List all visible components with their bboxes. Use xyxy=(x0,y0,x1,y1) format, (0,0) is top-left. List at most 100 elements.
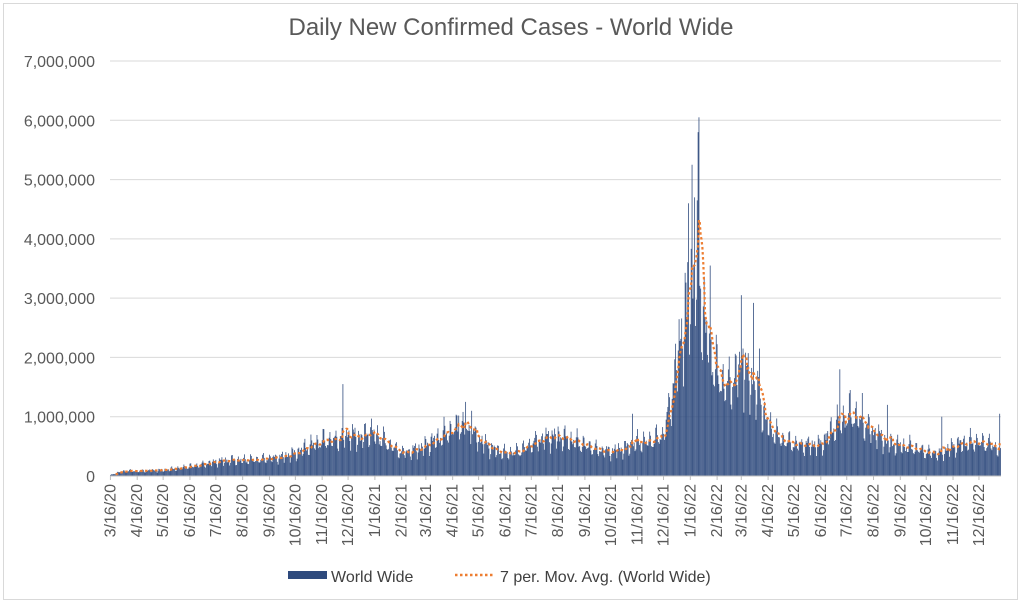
bar xyxy=(566,436,568,476)
bar xyxy=(695,325,696,476)
bar xyxy=(975,433,977,476)
bar xyxy=(310,434,312,476)
bar xyxy=(501,459,503,476)
bar xyxy=(611,453,613,476)
bar xyxy=(243,457,244,476)
bar xyxy=(608,447,610,476)
bar xyxy=(569,437,571,476)
bar xyxy=(705,332,707,476)
bar xyxy=(920,450,922,476)
bar xyxy=(447,440,448,476)
bar xyxy=(581,451,582,476)
bar xyxy=(965,446,967,476)
bar xyxy=(651,446,652,476)
bar xyxy=(263,457,265,476)
bar xyxy=(770,412,772,476)
bar xyxy=(403,455,405,476)
bar xyxy=(620,447,622,476)
bar xyxy=(562,451,563,476)
bar xyxy=(538,442,540,476)
bar xyxy=(247,463,249,476)
bar xyxy=(503,448,505,476)
bar xyxy=(412,445,414,476)
bar xyxy=(944,447,946,476)
bar xyxy=(946,449,948,476)
bar xyxy=(511,455,513,476)
bar xyxy=(549,453,551,476)
bar xyxy=(498,445,499,476)
bar xyxy=(824,433,826,476)
bar xyxy=(784,446,786,476)
bar xyxy=(666,411,668,476)
bar xyxy=(377,425,378,476)
bar xyxy=(959,440,961,476)
bar xyxy=(124,471,126,476)
bar xyxy=(537,451,539,476)
bar xyxy=(123,470,124,476)
bar xyxy=(772,437,773,476)
bar xyxy=(625,440,626,476)
bar xyxy=(897,434,899,476)
x-axis-labels: 3/16/20 4/16/20 5/16/20 6/16/20 7/16/20 8/16/… xyxy=(102,476,988,546)
bar xyxy=(451,434,453,476)
bar xyxy=(680,338,682,476)
bar xyxy=(560,437,562,476)
bar xyxy=(988,437,989,476)
bar xyxy=(816,447,818,476)
bar xyxy=(884,434,886,476)
bar xyxy=(146,470,148,476)
bar xyxy=(250,455,252,476)
bar xyxy=(558,431,560,476)
bar xyxy=(171,466,173,476)
bar xyxy=(198,467,199,476)
bar xyxy=(808,436,810,476)
bar xyxy=(936,457,938,476)
bar xyxy=(119,472,121,476)
bar xyxy=(159,469,161,476)
bar xyxy=(809,446,810,476)
bar xyxy=(233,459,235,476)
x-tick-label: 3/16/20 xyxy=(102,484,119,537)
bar xyxy=(523,440,524,476)
bar xyxy=(874,428,876,476)
bar xyxy=(186,468,188,476)
bar xyxy=(916,443,918,476)
x-tick-label: 7/16/22 xyxy=(839,484,856,537)
bar xyxy=(349,440,351,476)
bar xyxy=(882,454,884,476)
bar xyxy=(110,474,112,476)
bar xyxy=(332,446,333,476)
bar xyxy=(654,439,656,476)
bar xyxy=(122,471,123,476)
bar xyxy=(180,467,181,476)
bar xyxy=(181,468,183,476)
bar xyxy=(588,441,590,476)
bar xyxy=(339,440,340,476)
bar xyxy=(908,444,910,476)
x-tick-label: 12/16/20 xyxy=(340,484,357,546)
bar xyxy=(351,437,352,476)
bar xyxy=(363,441,365,476)
bar xyxy=(852,426,854,476)
bar xyxy=(377,436,379,476)
bar xyxy=(581,446,583,476)
bar xyxy=(392,450,394,476)
bar xyxy=(942,454,944,476)
bar xyxy=(941,416,943,476)
bar xyxy=(988,433,990,476)
bar xyxy=(814,441,816,476)
legend-label-line: 7 per. Mov. Avg. (World Wide) xyxy=(500,569,711,586)
bar xyxy=(545,427,547,476)
bar xyxy=(203,462,205,476)
bar xyxy=(546,434,548,476)
bar xyxy=(134,471,136,476)
bar xyxy=(732,387,734,476)
bar xyxy=(459,439,460,476)
bar xyxy=(253,461,255,476)
bar xyxy=(633,442,635,476)
bar xyxy=(914,451,916,476)
bar xyxy=(357,444,358,476)
bar xyxy=(978,443,980,476)
bar xyxy=(858,427,860,476)
bar xyxy=(153,470,155,476)
